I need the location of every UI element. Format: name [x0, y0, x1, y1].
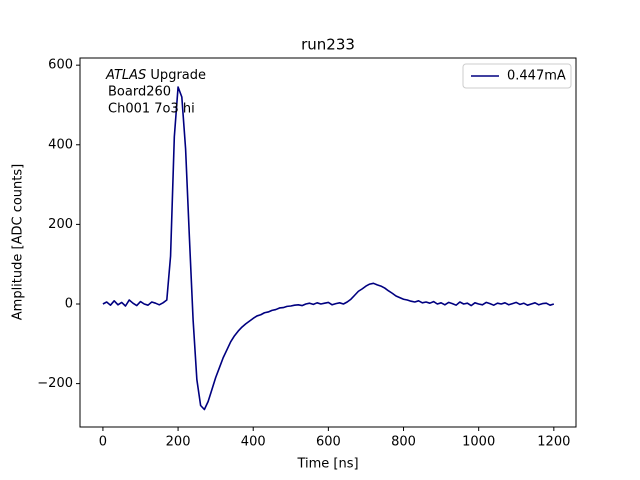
y-tick-label: −200	[37, 376, 73, 391]
plot-area	[102, 86, 555, 411]
x-tick-label: 800	[391, 435, 416, 450]
x-tick-label: 600	[316, 435, 341, 450]
y-axis-label: Amplitude [ADC counts]	[11, 164, 26, 320]
y-tick-label: 200	[48, 217, 73, 232]
legend-box	[462, 63, 572, 89]
annotation-line: Board260	[108, 85, 171, 100]
x-tick-label: 200	[166, 435, 191, 450]
x-axis-label: Time [ns]	[296, 457, 358, 472]
data-line	[102, 86, 555, 411]
x-tick-label: 1000	[462, 435, 495, 450]
annotation-text: Upgrade	[150, 68, 206, 83]
annotation: ATLAS Upgrade	[105, 68, 206, 83]
y-tick-label: 600	[48, 58, 73, 73]
y-tick-label: 400	[48, 137, 73, 152]
annotation-italic: ATLAS	[105, 68, 146, 83]
y-tick-label: 0	[65, 297, 73, 312]
x-tick-label: 1200	[537, 435, 570, 450]
chart-title: run233	[301, 36, 355, 54]
x-tick-label: 400	[241, 435, 266, 450]
legend-label: 0.447mA	[507, 69, 566, 84]
x-tick-label: 0	[99, 435, 107, 450]
annotation-line: Ch001 7o3 hi	[108, 102, 195, 117]
